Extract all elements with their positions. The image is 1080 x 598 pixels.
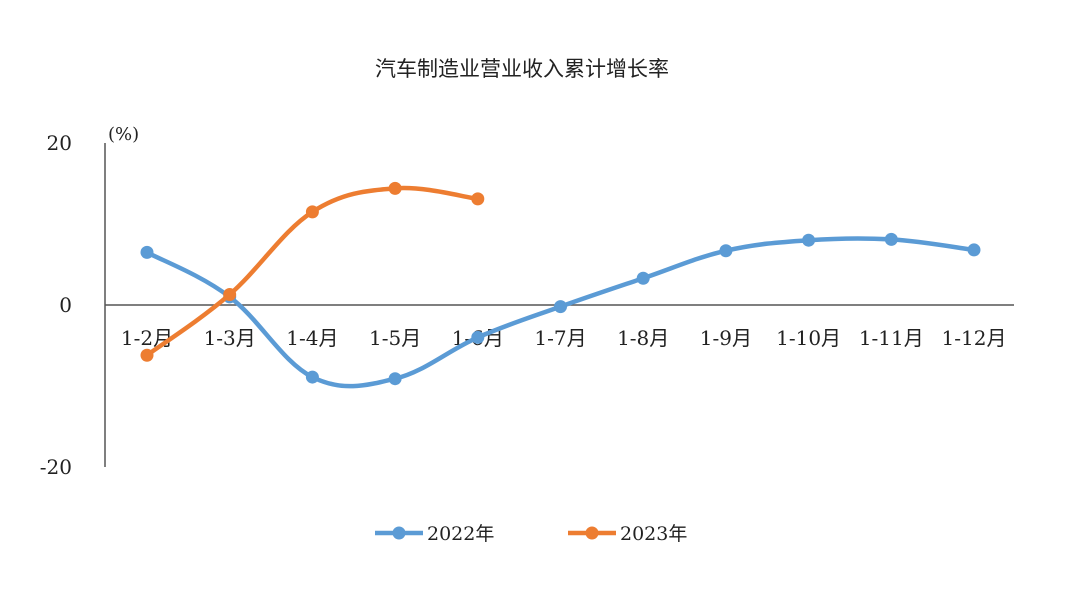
legend-item: 2022年 — [375, 523, 494, 545]
series-layer — [140, 181, 981, 389]
data-point — [719, 244, 733, 258]
series-2022年 — [140, 232, 981, 389]
data-point — [471, 330, 485, 344]
y-tick-labels: 20 0 -20 — [40, 131, 72, 479]
legend-label: 2023年 — [620, 523, 687, 545]
data-point — [554, 300, 567, 314]
x-tick-label: 1-9月 — [700, 326, 752, 350]
legend-swatch-marker — [585, 526, 599, 540]
y-axis-unit: (%) — [108, 124, 139, 145]
x-tick-label: 1-4月 — [286, 326, 338, 350]
data-point — [636, 271, 650, 285]
data-point — [967, 243, 981, 257]
x-tick-label: 1-10月 — [776, 326, 841, 350]
data-point — [471, 192, 485, 206]
x-tick-label: 1-5月 — [369, 326, 421, 350]
y-tick-label: -20 — [40, 455, 72, 479]
data-point — [388, 181, 402, 195]
data-point — [140, 245, 154, 259]
data-point — [305, 205, 319, 219]
data-point — [140, 348, 154, 362]
legend-swatch-marker — [392, 526, 406, 540]
data-point — [305, 370, 319, 384]
chart-title: 汽车制造业营业收入累计增长率 — [375, 57, 669, 81]
x-tick-label: 1-11月 — [859, 326, 924, 350]
y-tick-label: 0 — [59, 293, 72, 317]
x-tick-label: 1-7月 — [534, 326, 586, 350]
legend-label: 2022年 — [427, 523, 494, 545]
data-point — [802, 233, 816, 247]
x-tick-label: 1-3月 — [204, 326, 256, 350]
data-point — [884, 232, 898, 246]
legend-item: 2023年 — [568, 523, 687, 545]
x-tick-labels: 1-2月1-3月1-4月1-5月1-6月1-7月1-8月1-9月1-10月1-1… — [121, 326, 1007, 350]
legend: 2022年 2023年 — [375, 523, 687, 545]
x-tick-label: 1-2月 — [121, 326, 173, 350]
series-2023年 — [140, 181, 485, 362]
data-point — [388, 372, 402, 386]
data-point — [223, 287, 237, 301]
x-tick-label: 1-12月 — [942, 326, 1007, 350]
x-tick-label: 1-8月 — [617, 326, 669, 350]
y-tick-label: 20 — [47, 131, 72, 155]
